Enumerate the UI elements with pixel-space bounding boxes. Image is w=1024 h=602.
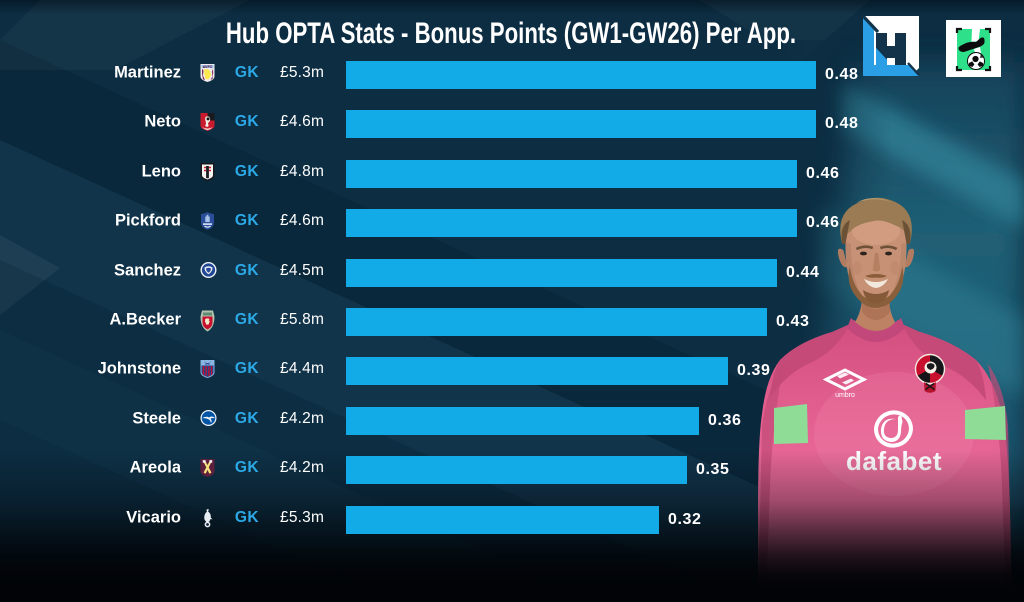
svg-text:umbro: umbro [835,392,855,399]
svg-text:AVFC: AVFC [203,65,213,69]
